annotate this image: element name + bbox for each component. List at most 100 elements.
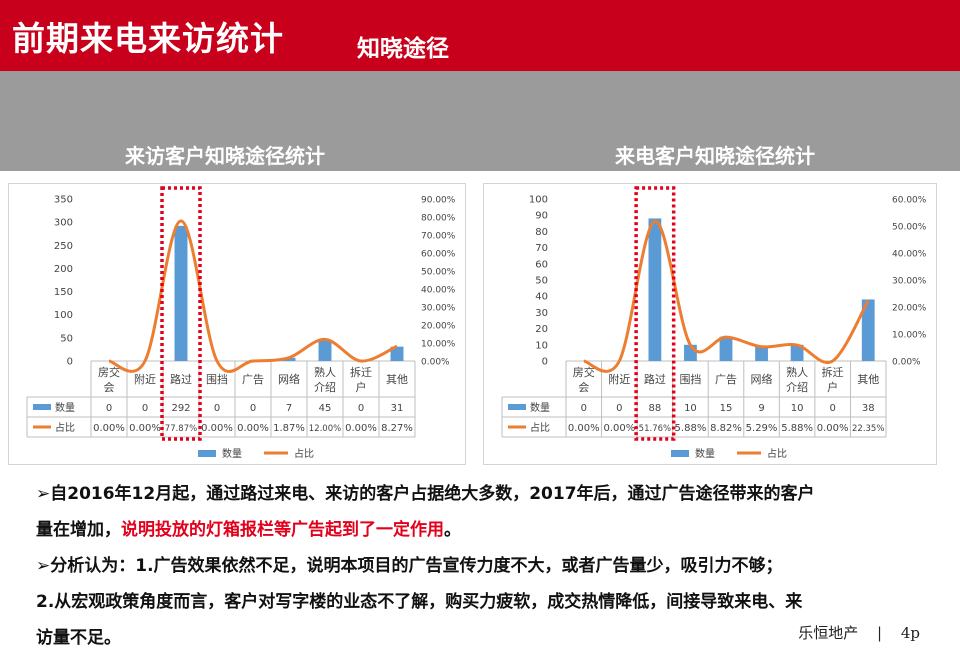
table-cell: 8.82%	[710, 423, 742, 434]
page-subtitle: 知晓途径	[357, 36, 449, 62]
y2-tick-label: 10.00%	[892, 331, 927, 341]
category-label: 拆迁	[350, 365, 372, 379]
y-tick-label: 100	[54, 310, 73, 321]
category-label: 房交	[573, 365, 595, 379]
y-tick-label: 60	[535, 259, 548, 270]
y-tick-label: 0	[542, 357, 548, 368]
table-cell: 0.00%	[603, 423, 635, 434]
category-label: 围挡	[679, 372, 701, 386]
table-cell: 0.00%	[345, 423, 377, 434]
category-label: 广告	[242, 373, 264, 386]
legend-swatch-bars	[198, 450, 216, 457]
table-cell: 292	[171, 403, 190, 414]
category-label: 路过	[170, 373, 192, 386]
y2-tick-label: 50.00%	[421, 268, 456, 278]
y2-tick-label: 20.00%	[892, 304, 927, 314]
table-cell: 38	[862, 403, 875, 414]
category-label: 熟人	[786, 365, 808, 379]
legend-label: 数量	[222, 447, 242, 460]
category-label: 广告	[715, 373, 737, 386]
table-cell: 0	[106, 403, 112, 414]
table-cell: 0.00%	[568, 423, 600, 434]
table-cell: 0	[581, 403, 587, 414]
y-tick-label: 300	[54, 218, 73, 229]
y2-tick-label: 0.00%	[892, 358, 921, 368]
line-series-占比	[583, 219, 870, 373]
table-cell: 0.00%	[237, 423, 269, 434]
table-cell: 51.76%	[639, 424, 671, 434]
category-label: 路过	[644, 373, 666, 386]
y-tick-label: 100	[529, 195, 548, 206]
category-label: 拆迁	[822, 365, 844, 379]
table-cell: 10	[791, 403, 804, 414]
y-tick-label: 40	[535, 292, 548, 303]
right-chart-svg: 01020304050607080901000.00%10.00%20.00%3…	[501, 186, 927, 460]
y2-tick-label: 60.00%	[421, 250, 456, 260]
category-label: 会	[578, 381, 589, 394]
y-tick-label: 50	[535, 276, 548, 287]
y-tick-label: 0	[67, 357, 73, 368]
bullet-line-2-start: 量在增加，	[36, 520, 121, 540]
y-tick-label: 30	[535, 308, 548, 319]
table-cell: 5.29%	[746, 423, 778, 434]
y2-tick-label: 60.00%	[892, 196, 927, 206]
table-cell: 77.87%	[165, 424, 197, 434]
y-tick-label: 20	[535, 324, 548, 335]
line-series-占比	[108, 219, 398, 373]
y-tick-label: 90	[535, 211, 548, 222]
header-bar: 前期来电来访统计 知晓途径	[0, 0, 960, 71]
category-label: 附近	[134, 372, 156, 386]
table-key-bars	[508, 404, 526, 410]
table-cell: 0.00%	[93, 423, 125, 434]
table-cell: 0	[250, 403, 256, 414]
y2-tick-label: 30.00%	[421, 304, 456, 314]
table-cell: 7	[286, 403, 292, 414]
highlight-box	[634, 186, 676, 441]
table-cell: 15	[720, 403, 733, 414]
table-cell: 0.00%	[201, 423, 233, 434]
table-row-name: 数量	[55, 401, 75, 414]
grey-band	[0, 71, 960, 171]
footer-page: 4p	[900, 624, 920, 642]
table-cell: 10	[684, 403, 697, 414]
category-label: 网络	[278, 372, 300, 386]
table-key-bars	[33, 404, 51, 410]
y-tick-label: 250	[54, 241, 73, 252]
right-chart-title: 来电客户知晓途径统计	[615, 144, 815, 168]
table-cell: 5.88%	[675, 423, 707, 434]
bullet-line-4: 2.从宏观政策角度而言，客户对写字楼的业态不了解，购买力疲软，成交热情降低，间接…	[36, 592, 803, 612]
table-row-name: 数量	[530, 401, 550, 414]
bar-广告	[719, 336, 733, 361]
legend-label: 占比	[767, 447, 787, 460]
y2-tick-label: 20.00%	[421, 322, 456, 332]
category-label: 房交	[98, 365, 120, 379]
table-cell: 0	[616, 403, 622, 414]
y2-tick-label: 10.00%	[421, 340, 456, 350]
y-tick-label: 200	[54, 264, 73, 275]
y2-tick-label: 90.00%	[421, 196, 456, 206]
bullet-line-3: ➢分析认为：1.广告效果依然不足，说明本项目的广告宣传力度不大，或者广告量少，吸…	[36, 556, 783, 576]
category-label: 介绍	[314, 380, 336, 394]
table-cell: 0	[829, 403, 835, 414]
y-tick-label: 50	[60, 333, 73, 344]
table-cell: 88	[649, 403, 662, 414]
table-row-name: 占比	[55, 421, 75, 434]
table-cell: 0.00%	[817, 423, 849, 434]
footer: 乐恒地产 | 4p	[798, 622, 920, 643]
category-label: 其他	[386, 373, 408, 386]
bar-路过	[648, 218, 662, 361]
y2-tick-label: 30.00%	[892, 277, 927, 287]
bullet-line-1: ➢自2016年12月起，通过路过来电、来访的客户占据绝大多数，2017年后，通过…	[36, 484, 815, 504]
bullet-line-5: 访量不足。	[36, 628, 121, 648]
y2-tick-label: 40.00%	[892, 250, 927, 260]
bar-熟人介绍	[318, 340, 332, 361]
y-tick-label: 350	[54, 195, 73, 206]
highlight-box	[160, 186, 202, 441]
y-tick-label: 150	[54, 287, 73, 298]
category-label: 户	[356, 380, 367, 394]
category-label: 熟人	[314, 365, 336, 379]
table-cell: 22.35%	[852, 424, 884, 434]
footer-brand: 乐恒地产	[798, 624, 859, 642]
analysis-text: ➢自2016年12月起，通过路过来电、来访的客户占据绝大多数，2017年后，通过…	[36, 476, 936, 656]
left-chart-svg: 0 50 100 150 200 250 300 350 0.00% 10.00% 20.00% 30…	[26, 186, 456, 460]
